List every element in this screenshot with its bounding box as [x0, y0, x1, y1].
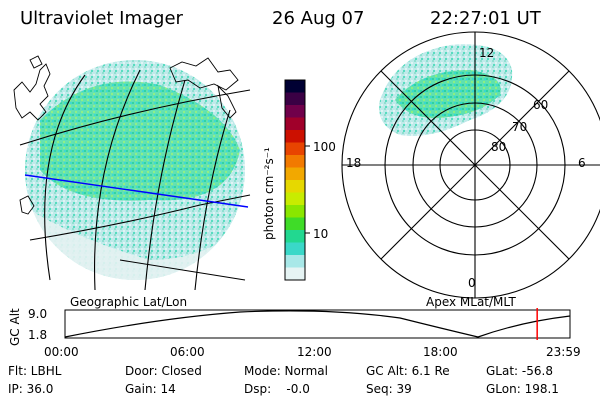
geographic-map [13, 55, 251, 291]
mlt-label-12: 12 [479, 46, 495, 60]
colorbar-tick-10: 10 [313, 227, 329, 241]
app-title: Ultraviolet Imager [20, 8, 183, 29]
timeline-xtick-3: 18:00 [423, 345, 458, 359]
glon-info: GLon: 198.1 [486, 382, 559, 396]
timeline-axis-label: GC Alt [8, 308, 22, 346]
colorbar-tick-100: 100 [313, 140, 336, 154]
filter-info: Flt: LBHL [8, 364, 62, 378]
lat-label-60: 60 [533, 98, 549, 112]
auroral-glow [40, 81, 240, 201]
colorbar-segment [285, 117, 305, 131]
time-label: 22:27:01 UT [430, 8, 541, 29]
colorbar-segment [285, 142, 305, 156]
mlt-label-6: 6 [578, 156, 586, 170]
mode-info: Mode: Normal [244, 364, 328, 378]
polar-map [341, 31, 600, 299]
colorbar-segment [285, 155, 305, 168]
colorbar-segment [285, 242, 305, 256]
timeline-xtick-2: 12:00 [297, 345, 332, 359]
seq-info: Seq: 39 [366, 382, 412, 396]
colorbar-unit-label: photon cm⁻²s⁻¹ [262, 147, 276, 240]
timeline-ytick-low: 1.8 [28, 328, 48, 342]
graticule [19, 69, 251, 291]
colorbar-segment [285, 105, 305, 118]
date-label: 26 Aug 07 [272, 8, 365, 29]
colorbar-segment [285, 167, 305, 181]
colorbar-segment [285, 205, 305, 218]
gain-info: Gain: 14 [125, 382, 176, 396]
colorbar-segment [285, 267, 305, 281]
lat-label-70: 70 [512, 120, 528, 134]
timeline-ytick-high: 9.0 [28, 307, 48, 321]
colorbar-segment [285, 192, 305, 206]
timeline-xtick-0: 00:00 [44, 345, 79, 359]
colorbar-segment [285, 217, 305, 231]
glat-info: GLat: -56.8 [486, 364, 553, 378]
apex-caption: Apex MLat/MLT [426, 295, 516, 309]
door-info: Door: Closed [125, 364, 202, 378]
timeline-xtick-1: 06:00 [170, 345, 205, 359]
lat-label-80: 80 [491, 140, 507, 154]
colorbar-segment [285, 230, 305, 243]
polar-grid [341, 31, 600, 299]
altitude-curve [64, 310, 571, 338]
geographic-caption: Geographic Lat/Lon [70, 295, 188, 309]
colorbar-segment [285, 92, 305, 106]
colorbar-segment [285, 255, 305, 268]
gc-alt-info: GC Alt: 6.1 Re [366, 364, 450, 378]
ip-info: IP: 36.0 [8, 382, 54, 396]
mlt-label-18: 18 [346, 156, 362, 170]
colorbar-segment [285, 130, 305, 143]
mlt-label-0: 0 [468, 276, 476, 290]
colorbar-frame [284, 79, 306, 281]
satellite-track [24, 174, 249, 208]
orbit-timeline [64, 308, 571, 340]
colorbar-segment [285, 180, 305, 193]
timeline-xtick-4: 23:59 [546, 345, 581, 359]
colorbar [285, 80, 305, 281]
dsp-info: Dsp: -0.0 [244, 382, 310, 396]
colorbar-segment [285, 80, 305, 93]
